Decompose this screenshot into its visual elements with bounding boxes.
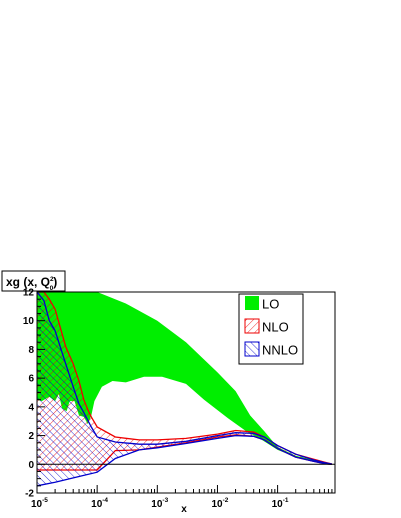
band-lo (37, 292, 332, 464)
x-tick-label: 10-5 (31, 497, 48, 510)
axis-layer: -2 0 2 4 6 8 10 12 10-5 10-4 10-3 10-2 10-1 (23, 288, 336, 510)
x-tick-label: 10-2 (211, 497, 228, 510)
y-tick-label: 4 (28, 402, 34, 413)
y-tick-label: 0 (28, 460, 34, 471)
x-tick-label: 10-1 (272, 497, 289, 510)
legend-swatch-lo (245, 296, 259, 310)
legend-swatch-nlo (244, 318, 260, 334)
y-tick-label: 10 (23, 316, 35, 327)
y-tick-label: 12 (23, 288, 35, 299)
upper-edge-nnlo (37, 292, 333, 465)
legend-swatch-nnlo (244, 341, 260, 357)
x-tick-label: 10-4 (91, 497, 108, 510)
x-tick-label: 10-3 (151, 497, 168, 510)
y-tick-label: 6 (28, 374, 34, 385)
lower-edge-nnlo (37, 434, 332, 487)
legend: LO NLO NNLO (238, 293, 304, 365)
series-nnlo (37, 292, 333, 487)
y-axis-title: xg (x, Q2 0) (1, 270, 66, 292)
x-axis-label: x (181, 504, 187, 515)
svg-text:xg (x, Q20): xg (x, Q2 0) (6, 275, 57, 292)
series-lo (37, 292, 332, 464)
y-tick-label: 2 (28, 431, 34, 442)
legend-label-nlo: NLO (262, 320, 289, 335)
y-tick-label: 8 (28, 345, 34, 356)
legend-label-nnlo: NNLO (262, 343, 298, 358)
series-layer (37, 292, 333, 487)
legend-label-lo: LO (262, 297, 279, 312)
y-tick-label: -2 (25, 489, 34, 500)
